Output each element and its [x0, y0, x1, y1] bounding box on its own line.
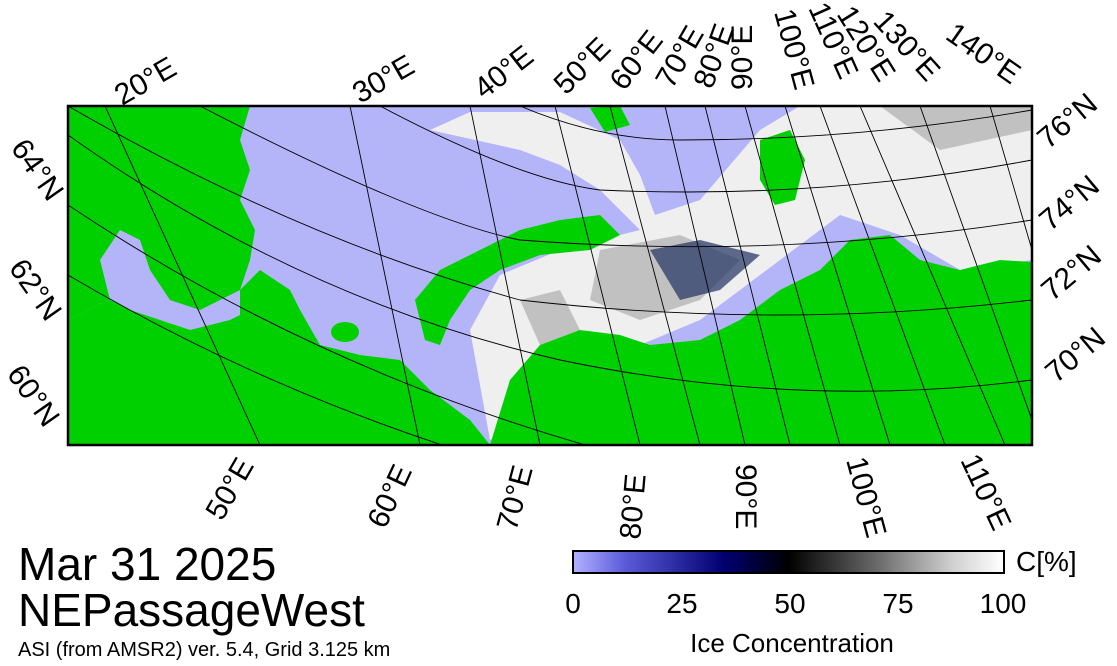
lon-label-top: 50°E	[548, 31, 618, 101]
lon-label-bottom: 70°E	[491, 462, 540, 534]
colorbar	[572, 550, 1005, 574]
land-iceland-corner	[68, 130, 100, 185]
top-lon-labels: 20°E 30°E 40°E 50°E 60°E 70°E 80°E 90°E …	[109, 0, 1026, 112]
lat-label-left: 60°N	[0, 359, 65, 433]
lon-line	[609, 106, 701, 445]
lon-line	[744, 106, 841, 445]
lon-line	[919, 106, 1032, 421]
land-kolguev	[331, 322, 359, 342]
land-novaya-zemlya	[415, 215, 620, 345]
data-source: ASI (from AMSR2) ver. 5.4, Grid 3.125 km	[18, 639, 391, 661]
land-kola	[240, 270, 300, 320]
lon-label-top: 20°E	[109, 51, 182, 112]
land-severnaya-zemlya	[760, 130, 805, 205]
lon-line	[349, 106, 421, 445]
lat-line	[68, 134, 1032, 392]
lat-label-right: 76°N	[1031, 87, 1104, 155]
lat-label-right: 74°N	[1033, 169, 1106, 237]
lat-label-left: 64°N	[4, 133, 69, 207]
lon-label-bottom: 50°E	[199, 452, 260, 525]
lat-label-right: 70°N	[1039, 321, 1112, 389]
bottom-lon-labels: 50°E 60°E 70°E 80°E 90°E 100°E 110°E	[199, 449, 1017, 541]
sea-ice-grey-patches	[520, 106, 1032, 345]
lon-label-top: 90°E	[726, 25, 759, 90]
lon-line	[989, 106, 1032, 251]
colorbar-tick: 25	[666, 588, 698, 619]
land-siberia	[490, 235, 1032, 445]
colorbar-unit: C[%]	[1016, 546, 1077, 577]
lat-line	[379, 106, 1032, 193]
map-frame	[68, 106, 1032, 445]
lon-label-bottom: 90°E	[729, 464, 762, 529]
colorbar-tick: 50	[774, 588, 806, 619]
lat-line	[68, 106, 1032, 316]
lon-line	[469, 106, 541, 445]
lon-line	[859, 106, 1006, 445]
land-finland	[68, 300, 490, 445]
lon-line	[784, 106, 891, 445]
map-date: Mar 31 2025	[18, 538, 277, 590]
colorbar-title: Ice Concentration	[690, 628, 894, 658]
lat-line	[68, 204, 587, 445]
colorbar-tick: 100	[979, 588, 1027, 619]
map-border	[66, 104, 1034, 447]
lon-line	[554, 106, 641, 445]
lat-label-left: 62°N	[2, 253, 67, 327]
lat-line	[199, 106, 1032, 248]
lon-line	[664, 106, 746, 445]
lat-label-right: 72°N	[1035, 239, 1108, 307]
lon-line	[819, 106, 946, 445]
lon-label-bottom: 100°E	[839, 453, 892, 541]
land-scandinavia	[68, 106, 255, 320]
lat-line	[68, 274, 444, 445]
land-franz-josef	[590, 106, 630, 132]
graticule	[68, 106, 1032, 445]
lon-line	[104, 106, 261, 445]
lat-line	[519, 106, 1032, 141]
lon-label-bottom: 80°E	[614, 473, 653, 541]
colorbar-tick: 75	[882, 588, 914, 619]
colorbar-tick: 0	[565, 588, 581, 619]
lon-line	[704, 106, 791, 445]
right-lat-labels: 76°N 74°N 72°N 70°N	[1031, 87, 1112, 389]
lon-label-top: 30°E	[347, 49, 420, 110]
lon-label-bottom: 60°E	[361, 460, 419, 533]
region-name: NEPassageWest	[18, 584, 365, 636]
lon-label-top: 140°E	[940, 17, 1026, 91]
sea-ice-dark-edge	[650, 240, 760, 300]
lon-label-top: 40°E	[468, 39, 540, 105]
left-lat-labels: 64°N 62°N 60°N	[0, 133, 69, 433]
lon-label-bottom: 110°E	[954, 449, 1018, 535]
